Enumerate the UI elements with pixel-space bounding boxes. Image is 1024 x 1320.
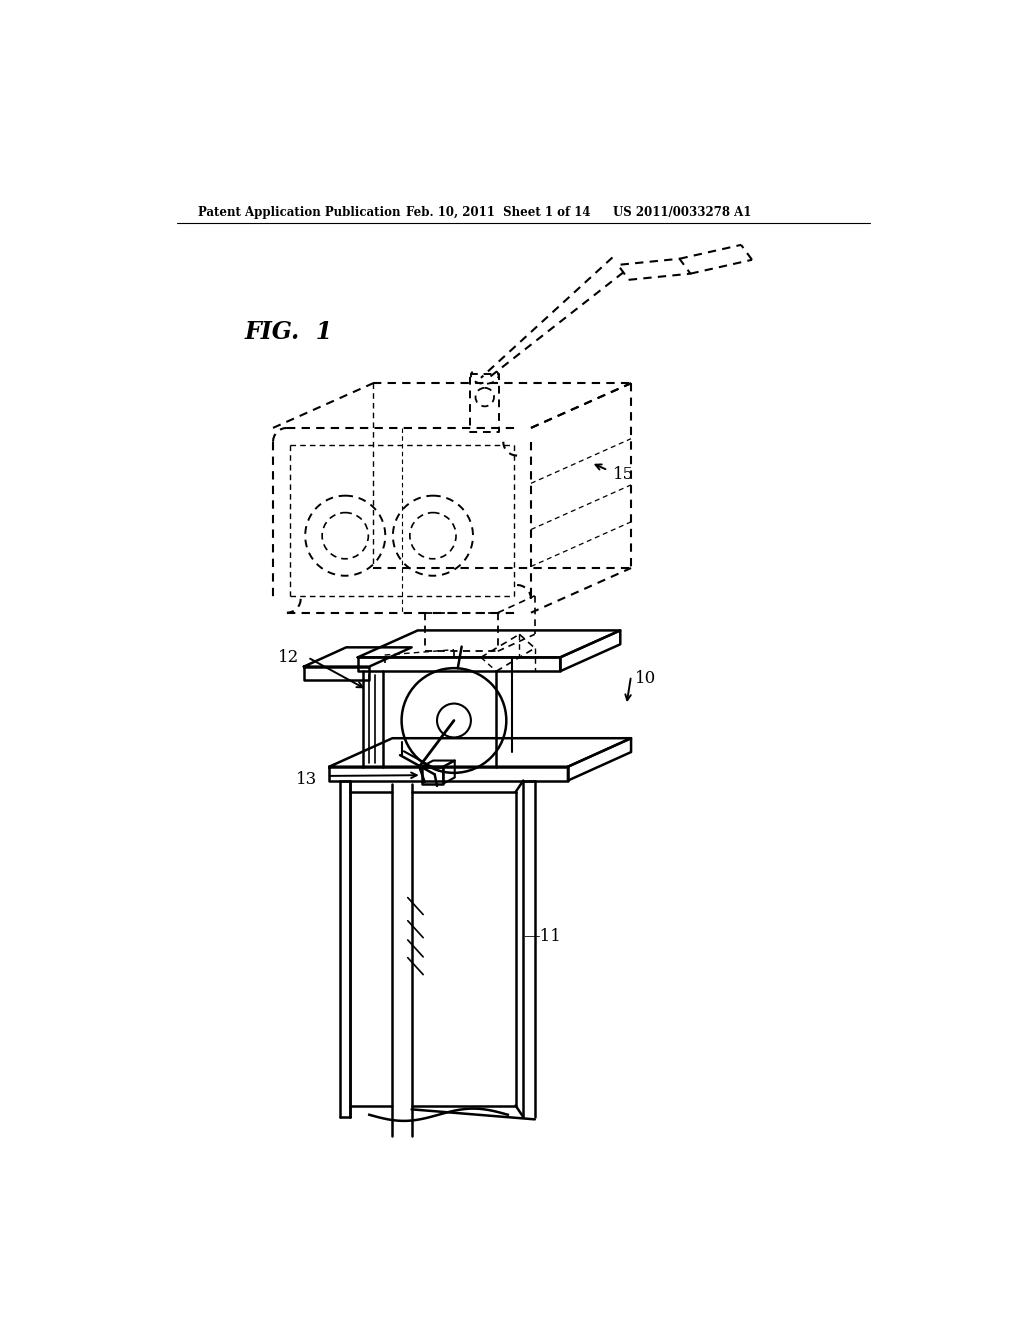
Text: 15: 15 xyxy=(612,466,634,483)
Text: Feb. 10, 2011  Sheet 1 of 14: Feb. 10, 2011 Sheet 1 of 14 xyxy=(407,206,591,219)
Text: 12: 12 xyxy=(279,649,300,665)
Text: 10: 10 xyxy=(635,671,656,688)
Text: 13: 13 xyxy=(296,771,317,788)
Text: FIG.  1: FIG. 1 xyxy=(245,321,333,345)
Text: Patent Application Publication: Patent Application Publication xyxy=(199,206,400,219)
Text: —11: —11 xyxy=(523,928,561,945)
Text: US 2011/0033278 A1: US 2011/0033278 A1 xyxy=(612,206,751,219)
